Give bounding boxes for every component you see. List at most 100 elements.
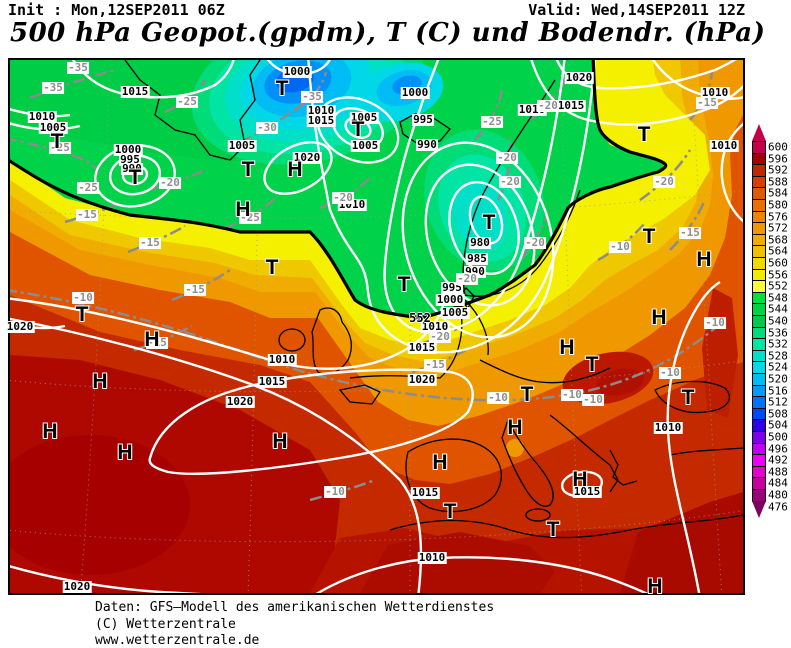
geopotential-label: 552 [409,311,431,325]
map-labels-layer: 1015 1010 1005 1000 995 990 1000 1010 1015 1005 10… [5,60,743,597]
temperature-label: -20 [524,236,546,249]
color-scale-value: 592 [768,163,788,177]
isobar-label: 980 [469,236,491,249]
isobar-label: 1015 [407,341,437,354]
isobar-label: 1005 [349,111,379,124]
temperature-label: -15 [424,358,446,371]
color-scale-value: 584 [768,186,788,200]
color-scale-value: 540 [768,314,788,328]
temperature-label: -20 [159,176,181,189]
coastlines [124,60,743,539]
low-pressure-center: T [642,225,656,248]
isobar-label: 1010 [267,353,297,366]
low-pressure-center: T [482,211,496,234]
temperature-label: -35 [42,81,64,94]
temperature-label: -25 [481,115,503,128]
attribution-copyright: (C) Wetterzentrale [95,617,236,632]
color-scale-value: 552 [768,279,788,293]
temperature-label: -25 [49,141,71,154]
color-scale-value: 532 [768,337,788,351]
temperature-label: -15 [76,208,98,221]
color-scale-value: 528 [768,349,788,363]
temperature-label: -10 [561,388,583,401]
isobar-label: 1015 [572,485,602,498]
isobar-label: 1000 [282,65,312,78]
color-scale-value: 600 [768,140,788,154]
temperature-label: -20 [496,151,518,164]
high-pressure-center: H [651,306,667,329]
isobar-label: 1010 [27,110,57,123]
temperature-label: -15 [679,226,701,239]
high-pressure-center: H [572,468,588,491]
color-scale-value: 516 [768,384,788,398]
color-scale: 600 596 592 588 584 580 576 572 568 564 560 556 552 5… [745,58,791,595]
high-pressure-center: H [144,328,160,351]
temperature-label: -20 [332,191,354,204]
temperature-label: -10 [659,366,681,379]
map-graphics [10,60,743,593]
isobar-label: 990 [121,162,143,175]
high-pressure-center: H [272,430,288,453]
color-scale-value: 504 [768,418,788,432]
color-scale-value: 480 [768,488,788,502]
isobar-label: 1010 [417,551,447,564]
temperature-label: -10 [324,485,346,498]
temperature-label: -20 [499,175,521,188]
isobar-label: 1020 [62,580,92,593]
temperature-label: -10 [487,391,509,404]
color-scale-value: 500 [768,430,788,444]
low-pressure-center: T [128,166,142,189]
isobar-label: 990 [416,138,438,151]
low-pressure-center: T [50,130,64,153]
isobar-label: 1005 [227,139,257,152]
color-scale-value: 508 [768,407,788,421]
low-pressure-center: T [75,303,89,326]
isobar-label: 1015 [257,375,287,388]
isobar-label: 1020 [292,151,322,164]
valid-time-label: Valid: Wed,14SEP2011 12Z [528,1,745,19]
low-pressure-center: T [681,386,695,409]
isobar-label: 1000 [113,143,143,156]
isobar-label: 1010 [700,86,730,99]
temperature-label: -15 [184,283,206,296]
color-scale-value: 536 [768,326,788,340]
temperature-label: -15 [146,336,168,349]
attribution-url: www.wetterzentrale.de [95,633,260,648]
isobar-label: 1015 [410,486,440,499]
low-pressure-center: T [443,500,457,523]
scale-arrow-down-icon [752,500,766,518]
temperature-label: -20 [537,99,559,112]
weather-map: 1015 1010 1005 1000 995 990 1000 1010 1015 1005 10… [5,58,745,597]
isobar-label: 1015 [556,99,586,112]
isobar-label: 995 [412,113,434,126]
temperature-label: -15 [139,236,161,249]
color-scale-value: 568 [768,233,788,247]
temperature-label: -25 [239,211,261,224]
high-pressure-center: H [647,575,663,598]
temperature-label: -15 [696,96,718,109]
color-scale-value: 520 [768,372,788,386]
temperature-label: -25 [176,95,198,108]
color-scale-value: 476 [768,500,788,514]
temperature-label: -10 [72,291,94,304]
page-title: 500 hPa Geopot.(gpdm), T (C) und Bodendr… [10,18,766,48]
low-pressure-center: T [351,118,365,141]
isobar-label: 1020 [5,320,35,333]
temperature-label: -10 [704,316,726,329]
temperature-label: -35 [301,90,323,103]
temperature-label: -35 [67,61,89,74]
low-pressure-center: T [275,77,289,100]
color-scale-value: 564 [768,244,788,258]
color-scale-value: 572 [768,221,788,235]
isobar-label: 1005 [440,306,470,319]
low-pressure-center: T [546,518,560,541]
color-scale-value: 576 [768,210,788,224]
init-time-label: Init : Mon,12SEP2011 06Z [8,1,225,19]
high-pressure-center: H [235,198,251,221]
color-scale-value: 496 [768,442,788,456]
low-pressure-center: T [520,383,534,406]
color-scale-value: 544 [768,302,788,316]
low-pressure-center: T [241,158,255,181]
high-pressure-center: H [432,451,448,474]
temperature-label: -10 [582,393,604,406]
